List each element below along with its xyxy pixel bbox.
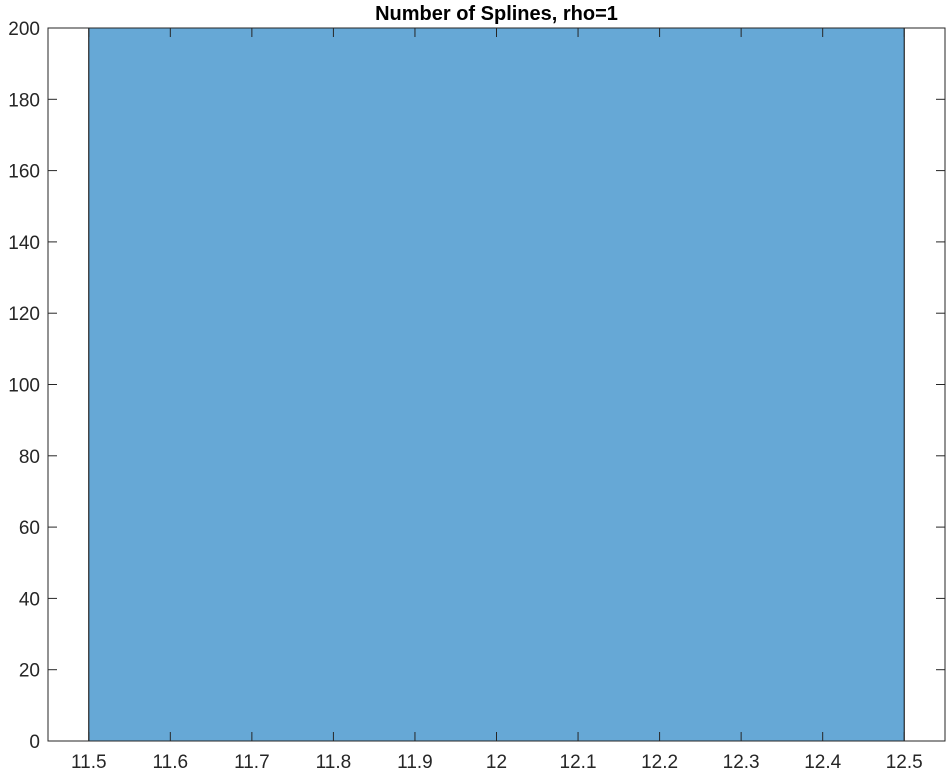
y-tick-label: 200 <box>8 19 40 40</box>
chart-title: Number of Splines, rho=1 <box>375 3 618 25</box>
y-tick-label: 80 <box>19 447 40 468</box>
bars-layer <box>88 27 905 742</box>
y-tick-label: 0 <box>29 732 40 753</box>
y-tick-label: 100 <box>8 376 40 397</box>
x-tick-labels: 11.5 11.6 11.7 11.8 11.9 12 12.1 12.2 12.3 12.4 12… <box>71 752 923 772</box>
x-tick-label: 12.4 <box>804 752 841 772</box>
x-tick-label: 11.5 <box>71 752 107 772</box>
x-tick-label: 12.5 <box>886 752 923 772</box>
y-tick-label: 20 <box>19 661 40 682</box>
x-tick-label: 12.1 <box>560 752 597 772</box>
x-tick-label: 12.3 <box>723 752 760 772</box>
x-tick-label: 11.9 <box>397 752 433 772</box>
x-tick-label: 11.7 <box>234 752 270 772</box>
y-tick-label: 60 <box>19 518 40 539</box>
x-tick-label: 12 <box>486 752 507 772</box>
y-tick-label: 180 <box>8 90 40 111</box>
x-tick-label: 12.2 <box>641 752 678 772</box>
y-tick-label: 40 <box>19 589 40 610</box>
y-tick-labels: 0 20 40 60 80 100 120 140 160 180 200 <box>8 19 40 753</box>
y-tick-label: 120 <box>8 304 40 325</box>
histogram-bar-0 <box>88 27 905 742</box>
y-tick-label: 160 <box>8 162 40 183</box>
x-tick-label: 11.8 <box>316 752 352 772</box>
x-tick-label: 11.6 <box>153 752 189 772</box>
ticks-layer <box>48 27 945 742</box>
y-tick-label: 140 <box>8 233 40 254</box>
